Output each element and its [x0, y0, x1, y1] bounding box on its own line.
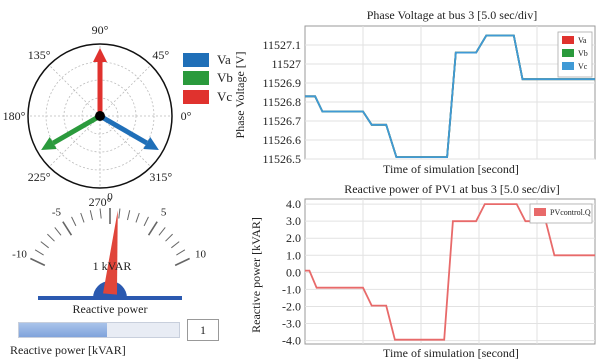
phasor-spoke: [99, 64, 152, 117]
gauge-tick: [40, 241, 49, 249]
gauge-tick-label: 0: [107, 191, 113, 203]
phasor-spoke: [48, 64, 101, 117]
reactive-power-value-field[interactable]: 1: [187, 319, 219, 341]
gauge-base: [38, 296, 182, 300]
gauge-needle: [103, 210, 118, 295]
chart-ytick-label: 11526.8: [262, 95, 301, 109]
chart-ytick-label: 0.0: [286, 265, 301, 279]
phasor-diagram: 90° 45° 0° 315° 270° 225° 180° 135°: [3, 23, 192, 209]
chart-ytick-label: 11527: [271, 57, 301, 71]
gauge-tick: [47, 233, 55, 242]
gauge-tick: [54, 227, 62, 236]
slider-fill: [19, 323, 107, 337]
chart-legend-label: PVcontrol.Q: [550, 208, 591, 217]
reactive-power-gauge: -10 -5 0 5 10 1 kVAR Reactive power: [12, 191, 206, 316]
legend-label-vb: Vb: [217, 70, 233, 85]
phasor-spoke: [99, 115, 152, 168]
chart-ytick-label: -1.0: [282, 282, 301, 296]
gauge-tick-label: 10: [195, 248, 207, 260]
phasor-angle-label: 135°: [28, 48, 51, 62]
reactive-power-slider[interactable]: [18, 322, 180, 338]
chart-legend-swatch: [562, 49, 574, 57]
chart-legend-swatch: [562, 36, 574, 44]
gauge-tick: [165, 233, 173, 242]
gauge-tick: [127, 210, 131, 221]
legend-swatch-vc: [183, 90, 209, 104]
chart1-xlabel: Time of simulation [second]: [383, 162, 519, 176]
phasor-angle-label: 45°: [152, 48, 169, 62]
chart-ytick-label: -3.0: [282, 317, 301, 331]
phasor-arrowhead-vb: [41, 136, 57, 150]
chart1-ylabel: Phase Voltage [V]: [233, 52, 247, 139]
chart-ytick-label: 3.0: [286, 214, 301, 228]
gauge-tick: [89, 210, 93, 221]
gauge-tick-label: -5: [52, 207, 62, 219]
gauge-tick: [80, 212, 85, 223]
phasor-angle-label: 315°: [149, 170, 172, 184]
chart-ytick-label: 11526.9: [262, 76, 301, 90]
chart-ytick-label: 2.0: [286, 231, 301, 245]
phasor-center: [95, 111, 105, 121]
gauge-unit-label: 1 kVAR: [93, 259, 132, 273]
legend-label-va: Va: [217, 52, 231, 67]
legend-swatch-vb: [183, 71, 209, 85]
gauge-tick: [34, 249, 44, 256]
gauge-tick-label: 5: [161, 207, 167, 219]
gauge-tick: [158, 227, 166, 236]
legend-item-va: Va: [183, 52, 231, 68]
legend-swatch-va: [183, 53, 209, 67]
slider-label: Reactive power [kVAR]: [10, 343, 126, 357]
legend-item-vc: Vc: [183, 89, 232, 105]
chart-legend-label: Vb: [578, 49, 588, 58]
chart-series-line-vc: [305, 34, 595, 158]
phasor-angle-label: 270°: [89, 195, 112, 209]
phasor-angle-label: 180°: [3, 109, 26, 123]
legend-label-vc: Vc: [217, 89, 233, 104]
gauge-tick-label: -10: [12, 248, 27, 260]
chart-legend-label: Va: [578, 36, 587, 45]
gauge-tick: [143, 216, 149, 227]
phasor-angle-label: 90°: [92, 23, 109, 37]
chart2-title: Reactive power of PV1 at bus 3 [5.0 sec/…: [344, 182, 560, 196]
gauge-tick: [30, 257, 46, 267]
chart-legend-swatch: [562, 62, 574, 70]
phase-voltage-chart: Phase Voltage at bus 3 [5.0 sec/div] 115…: [233, 8, 596, 176]
phasor-angle-label: 0°: [181, 109, 192, 123]
chart2-ylabel: Reactive power [kVAR]: [249, 217, 263, 333]
gauge-tick: [62, 221, 73, 236]
chart-ytick-label: 11526.6: [262, 133, 301, 147]
chart-ytick-label: 4.0: [286, 197, 301, 211]
reactive-power-chart: Reactive power of PV1 at bus 3 [5.0 sec/…: [249, 182, 596, 360]
phasor-vector-vb: [51, 113, 102, 146]
gauge-tick: [135, 212, 140, 223]
chart-ytick-label: 11526.5: [262, 152, 301, 166]
chart-ytick-label: -2.0: [282, 299, 301, 313]
phasor-spoke: [48, 115, 101, 168]
phasor-arrowhead-va: [143, 136, 159, 150]
chart1-plot-area: [304, 25, 596, 160]
gauge-tick: [171, 241, 180, 249]
gauge-tick: [147, 221, 158, 236]
phasor-arrowhead-vc: [93, 48, 107, 62]
gauge-tick: [174, 257, 190, 267]
chart-legend-label: Vc: [578, 62, 588, 71]
legend-item-vb: Vb: [183, 70, 233, 86]
chart-ytick-label: 11527.1: [262, 38, 301, 52]
chart-ytick-label: 11526.7: [262, 114, 301, 128]
chart-legend-swatch: [534, 208, 546, 216]
phasor-vector-va: [98, 113, 149, 146]
chart1-title: Phase Voltage at bus 3 [5.0 sec/div]: [367, 8, 538, 22]
gauge-tick: [176, 249, 186, 256]
gauge-caption: Reactive power: [73, 302, 148, 316]
chart-ytick-label: 1.0: [286, 248, 301, 262]
gauge-tick: [118, 208, 121, 219]
chart2-xlabel: Time of simulation [second]: [383, 346, 519, 360]
chart-ytick-label: -4.0: [282, 334, 301, 348]
phasor-angle-label: 225°: [28, 170, 51, 184]
gauge-tick: [99, 208, 102, 219]
gauge-tick: [71, 216, 77, 227]
